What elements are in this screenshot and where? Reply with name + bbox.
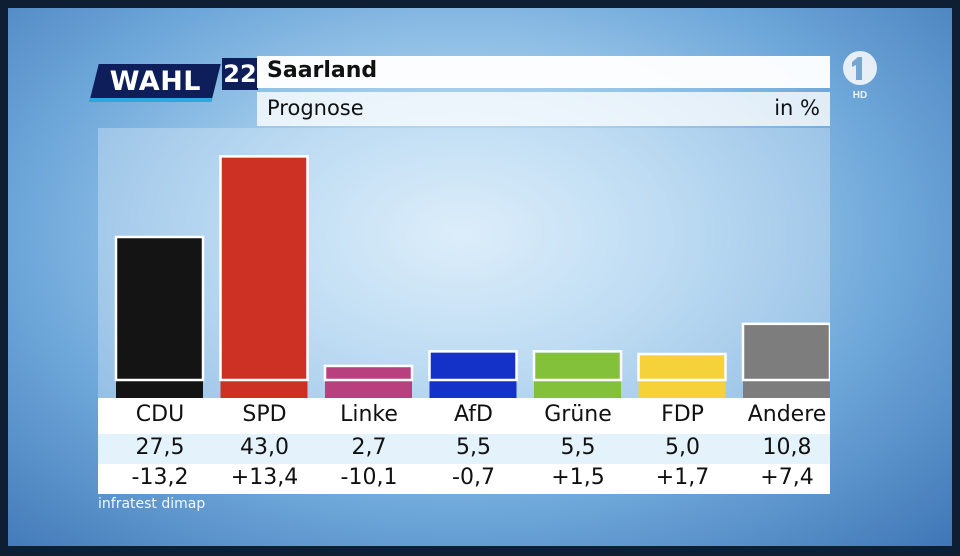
party-name-fdp: FDP (661, 402, 704, 427)
hd-label: HD (853, 90, 867, 100)
party-change-spd: +13,4 (230, 465, 299, 490)
party-values-row: 27,5 43,0 2,7 5,5 5,5 5,0 10,8 (98, 434, 830, 464)
party-name-grüne: Grüne (544, 402, 612, 427)
party-value-grüne: 5,5 (560, 435, 596, 460)
results-table: CDU SPD Linke AfD Grüne FDP Andere 27,5 43,0 2,7… (98, 383, 830, 494)
party-value-spd: 43,0 (240, 435, 289, 460)
bar-cdu (114, 235, 205, 382)
title-bar: Saarland (257, 56, 830, 88)
wahl-logo-badge: WAHL (89, 64, 221, 102)
ard-channel-logo-icon: HD (843, 51, 877, 100)
tv-screen: WAHL 22 Saarland Prognose in % HD CDU SPD… (8, 8, 952, 546)
party-names-row: CDU SPD Linke AfD Grüne FDP Andere (98, 398, 830, 434)
party-change-cdu: -13,2 (131, 465, 189, 490)
bar-fdp (637, 352, 727, 382)
unit-label: in % (774, 96, 820, 120)
chart-title: Saarland (267, 58, 378, 83)
party-change-fdp: +1,7 (655, 465, 710, 490)
party-name-afd: AfD (454, 402, 493, 427)
bar-grüne (532, 350, 623, 382)
party-name-andere: Andere (747, 402, 827, 427)
party-name-spd: SPD (242, 402, 287, 427)
wahl-logo-year: 22 (222, 58, 258, 90)
wahl-logo-text: WAHL (109, 66, 202, 97)
party-value-linke: 2,7 (351, 435, 387, 460)
chart-subtitle: Prognose (267, 96, 364, 120)
party-name-linke: Linke (340, 402, 398, 427)
party-change-afd: -0,7 (452, 465, 495, 490)
bar-chart (114, 155, 830, 406)
party-change-linke: -10,1 (340, 465, 398, 490)
party-value-andere: 10,8 (762, 435, 812, 460)
bar-linke (323, 364, 414, 382)
party-value-cdu: 27,5 (135, 435, 185, 460)
wahl-logo: WAHL 22 (89, 56, 264, 102)
party-value-fdp: 5,0 (665, 435, 700, 460)
party-value-afd: 5,5 (456, 435, 491, 460)
subtitle-bar: Prognose in % (257, 92, 830, 126)
source-label: infratest dimap (98, 496, 206, 512)
party-changes-row: -13,2 +13,4 -10,1 -0,7 +1,5 +1,7 +7,4 (98, 464, 830, 494)
party-change-grüne: +1,5 (551, 465, 605, 490)
party-change-andere: +7,4 (760, 465, 814, 490)
bar-spd (219, 155, 309, 382)
bar-andere (741, 322, 830, 382)
bar-afd (428, 350, 518, 382)
party-name-cdu: CDU (135, 402, 185, 427)
